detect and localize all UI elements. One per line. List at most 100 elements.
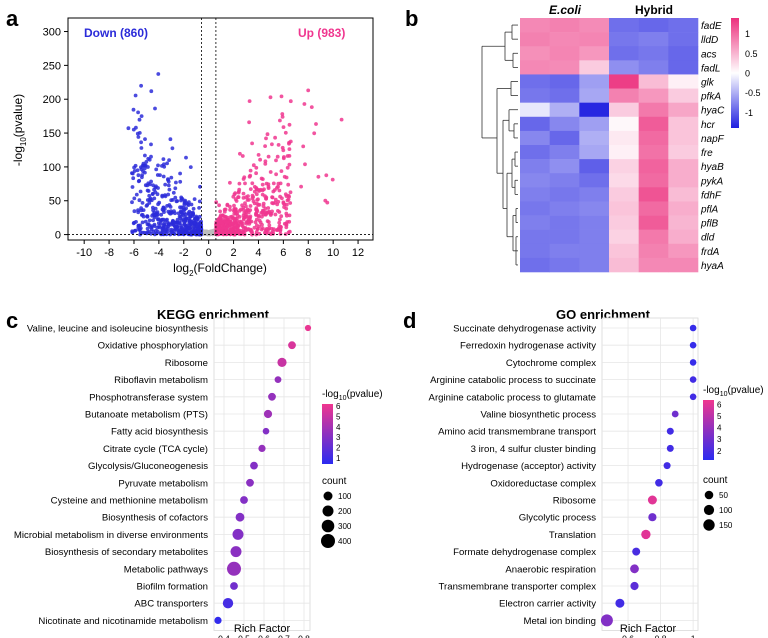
volcano-point xyxy=(133,93,138,98)
volcano-point xyxy=(225,203,230,208)
volcano-point xyxy=(330,177,335,182)
heatmap-cell xyxy=(668,88,699,103)
volcano-point xyxy=(218,209,223,214)
heatmap-cell xyxy=(668,116,699,132)
heatmap-cell xyxy=(609,187,639,202)
volcano-point xyxy=(278,181,283,186)
volcano-point xyxy=(254,223,259,228)
heatmap-cell xyxy=(579,102,610,118)
kegg-term-label: Nicotinate and nicotinamide metabolism xyxy=(38,616,208,627)
volcano-point xyxy=(136,223,141,228)
go-dot xyxy=(689,359,697,366)
volcano-point xyxy=(278,194,282,199)
volcano-point xyxy=(239,207,243,212)
volcano-point xyxy=(274,172,278,177)
volcano-point xyxy=(277,220,282,225)
heatmap-cell xyxy=(549,187,580,202)
volcano-point xyxy=(150,192,155,197)
heatmap-cell xyxy=(609,102,639,118)
heatmap-row-label: fre xyxy=(701,148,713,159)
kegg-dot xyxy=(240,496,248,504)
volcano-point xyxy=(159,212,164,217)
volcano-y-tick-label: 50 xyxy=(49,196,61,208)
kegg-dot xyxy=(246,478,254,487)
volcano-point xyxy=(243,228,248,233)
heatmap-row-label: fadE xyxy=(701,21,722,32)
kegg-term-label: Butanoate metabolism (PTS) xyxy=(85,410,208,421)
volcano-point xyxy=(254,192,259,197)
heatmap-cell xyxy=(549,257,580,273)
volcano-point xyxy=(147,230,152,234)
volcano-point xyxy=(145,214,150,219)
volcano-point xyxy=(230,214,234,219)
go-colorbar-tick-label: 2 xyxy=(717,447,722,456)
volcano-point xyxy=(152,224,157,229)
go-term-label: Arginine catabolic process to glutamate xyxy=(429,392,596,403)
go-colorbar-tick-label: 5 xyxy=(717,412,722,421)
volcano-point xyxy=(259,211,264,215)
volcano-point xyxy=(248,204,253,208)
heatmap-cell xyxy=(609,74,639,89)
heatmap-cell xyxy=(579,229,610,245)
volcano-point xyxy=(250,181,255,186)
heatmap-cell xyxy=(549,145,580,160)
volcano-point xyxy=(140,201,145,205)
heatmap-cell xyxy=(668,102,699,118)
volcano-point xyxy=(251,163,256,168)
heatmap-cell xyxy=(638,116,669,132)
volcano-point xyxy=(275,186,279,190)
heatmap-row-label: pflB xyxy=(700,219,719,230)
heatmap-cell xyxy=(638,159,669,174)
kegg-size-legend-label: 200 xyxy=(338,507,352,516)
go-dot xyxy=(641,529,651,540)
volcano-point xyxy=(270,142,274,147)
heatmap-cell xyxy=(549,215,580,230)
heatmap-cell xyxy=(579,74,610,89)
volcano-point xyxy=(277,224,282,229)
heatmap-cell xyxy=(520,60,550,75)
volcano-point xyxy=(166,192,171,197)
volcano-point xyxy=(268,95,273,100)
heatmap-cell xyxy=(609,32,639,47)
panel-letter-d: d xyxy=(403,308,416,333)
volcano-point xyxy=(164,229,168,234)
volcano-point xyxy=(161,225,166,230)
volcano-x-tick-label: 0 xyxy=(206,247,212,259)
kegg-term-label: Microbial metabolism in diverse environm… xyxy=(14,530,208,541)
volcano-point xyxy=(284,213,289,218)
volcano-point xyxy=(146,156,151,161)
volcano-point xyxy=(238,151,242,156)
volcano-point xyxy=(136,173,141,178)
volcano-x-tick-label: 4 xyxy=(255,247,261,259)
volcano-point xyxy=(167,158,172,163)
volcano-point xyxy=(168,222,173,227)
volcano-point xyxy=(147,193,152,198)
volcano-point xyxy=(206,230,211,235)
volcano-point xyxy=(240,203,245,208)
kegg-dot xyxy=(230,582,238,590)
volcano-point xyxy=(275,202,280,207)
volcano-point xyxy=(255,227,260,231)
volcano-point xyxy=(224,216,229,221)
volcano-point xyxy=(267,223,272,228)
volcano-down-label: Down (860) xyxy=(84,26,148,40)
volcano-point xyxy=(164,224,168,229)
volcano-point xyxy=(237,187,242,192)
volcano-point xyxy=(247,174,252,179)
heatmap-cell xyxy=(549,88,580,103)
kegg-term-label: Valine, leucine and isoleucine biosynthe… xyxy=(27,324,208,335)
heatmap-cell xyxy=(609,88,639,103)
go-term-label: Ferredoxin hydrogenase activity xyxy=(460,341,596,352)
go-term-label: Ribosome xyxy=(553,496,596,507)
heatmap-row-label: hcr xyxy=(701,120,716,131)
go-term-label: Glycolytic process xyxy=(519,513,597,524)
go-dot xyxy=(630,564,639,574)
volcano-point xyxy=(145,222,150,227)
volcano-point xyxy=(179,210,183,215)
volcano-point xyxy=(170,198,175,202)
heatmap-colorbar xyxy=(731,18,739,128)
volcano-point xyxy=(246,208,251,213)
volcano-point xyxy=(235,211,240,216)
volcano-point xyxy=(151,183,156,188)
heatmap-row-label: acs xyxy=(701,49,717,60)
